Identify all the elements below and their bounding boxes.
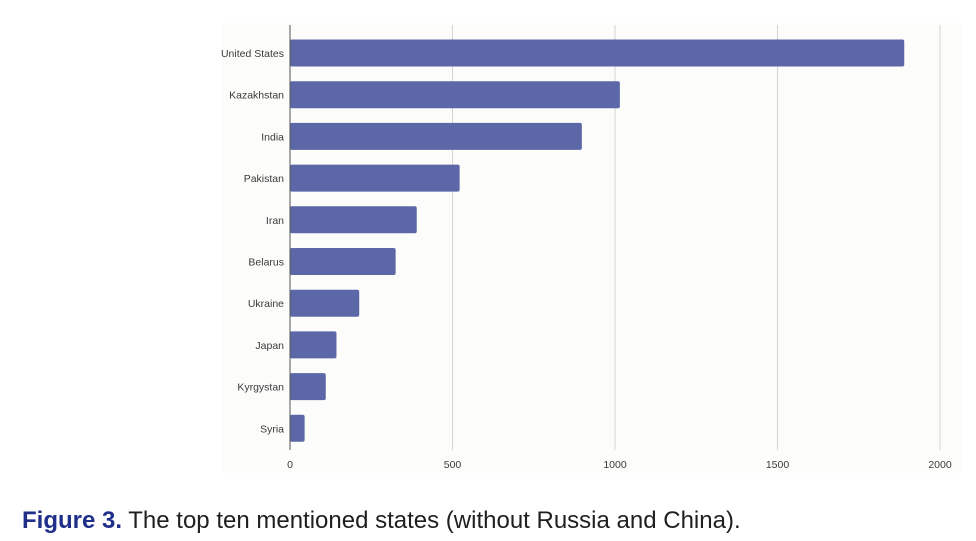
bar [290, 164, 460, 192]
category-labels: United States Kazakhstan India Pakistan Iran… [221, 48, 284, 435]
category-label: Iran [266, 215, 284, 227]
bar [290, 122, 582, 150]
bar [290, 289, 360, 317]
bar [290, 331, 337, 359]
category-label: Kazakhstan [229, 90, 284, 102]
x-tick-label: 500 [444, 459, 462, 471]
x-tick-label: 0 [287, 459, 293, 471]
bar [290, 414, 305, 442]
category-label: Kyrgystan [237, 382, 284, 394]
category-label: India [261, 131, 284, 143]
x-tick-label: 2000 [928, 459, 952, 471]
bar [290, 206, 417, 234]
category-label: Syria [260, 423, 284, 435]
category-label: Japan [255, 340, 284, 352]
bars [290, 39, 905, 442]
x-tick-label: 1000 [603, 459, 627, 471]
bar [290, 248, 396, 275]
bar [290, 39, 905, 67]
category-label: Pakistan [244, 173, 284, 185]
figure-label: Figure 3. [22, 507, 123, 534]
x-tick-labels: 0 500 1000 1500 2000 [287, 459, 952, 471]
figure-caption-text: The top ten mentioned states (without Ru… [128, 507, 741, 534]
category-label: Belarus [248, 257, 284, 269]
category-label: Ukraine [248, 298, 284, 310]
figure-caption: Figure 3. The top ten mentioned states (… [22, 505, 962, 537]
bar [290, 81, 620, 109]
category-label: United States [221, 48, 284, 60]
x-tick-label: 1500 [766, 459, 790, 471]
bar [290, 373, 326, 401]
